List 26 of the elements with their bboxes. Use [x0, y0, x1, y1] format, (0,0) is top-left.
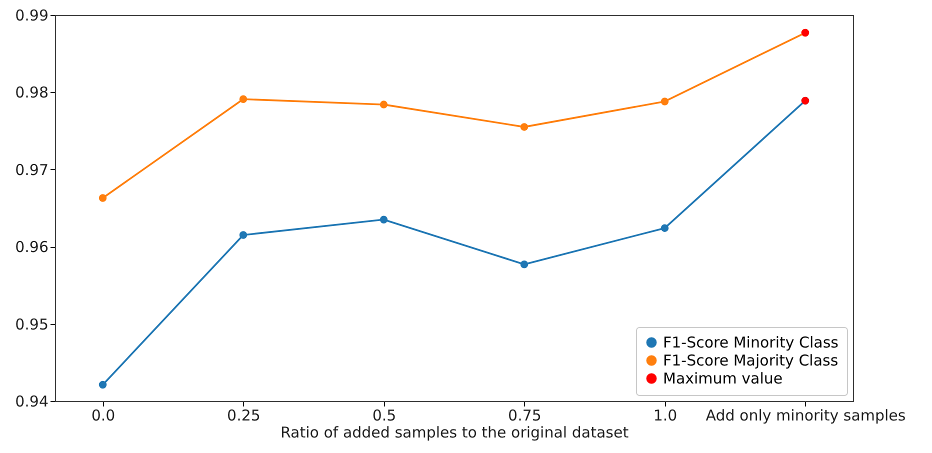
x-tick-label: 0.75	[508, 406, 542, 424]
y-tick-label: 0.98	[15, 84, 48, 102]
point	[98, 380, 107, 389]
legend-label: Maximum value	[663, 370, 783, 388]
point	[380, 100, 388, 108]
y-tick-label: 0.96	[15, 238, 48, 256]
point	[380, 216, 388, 224]
point	[239, 95, 248, 104]
point	[660, 98, 669, 106]
point	[520, 260, 528, 268]
point	[660, 224, 669, 232]
x-tick-label: Add only minority samples	[706, 406, 906, 424]
x-tick-label: 0.5	[372, 406, 396, 424]
point	[239, 231, 248, 239]
y-tick-label: 0.97	[15, 160, 48, 179]
x-axis-title: Ratio of added samples to the original dataset	[280, 424, 629, 442]
legend-label: F1-Score Majority Class	[663, 352, 838, 370]
point	[520, 123, 528, 131]
x-tick-label: 0.25	[227, 406, 260, 424]
x-tick-label: 0.0	[91, 406, 116, 424]
legend-label: F1-Score Minority Class	[663, 334, 839, 352]
point	[98, 194, 107, 202]
y-tick-label: 0.99	[15, 6, 48, 24]
y-tick-label: 0.95	[15, 315, 48, 334]
y-tick-label: 0.94	[15, 392, 48, 410]
x-tick-label: 1.0	[653, 406, 678, 424]
